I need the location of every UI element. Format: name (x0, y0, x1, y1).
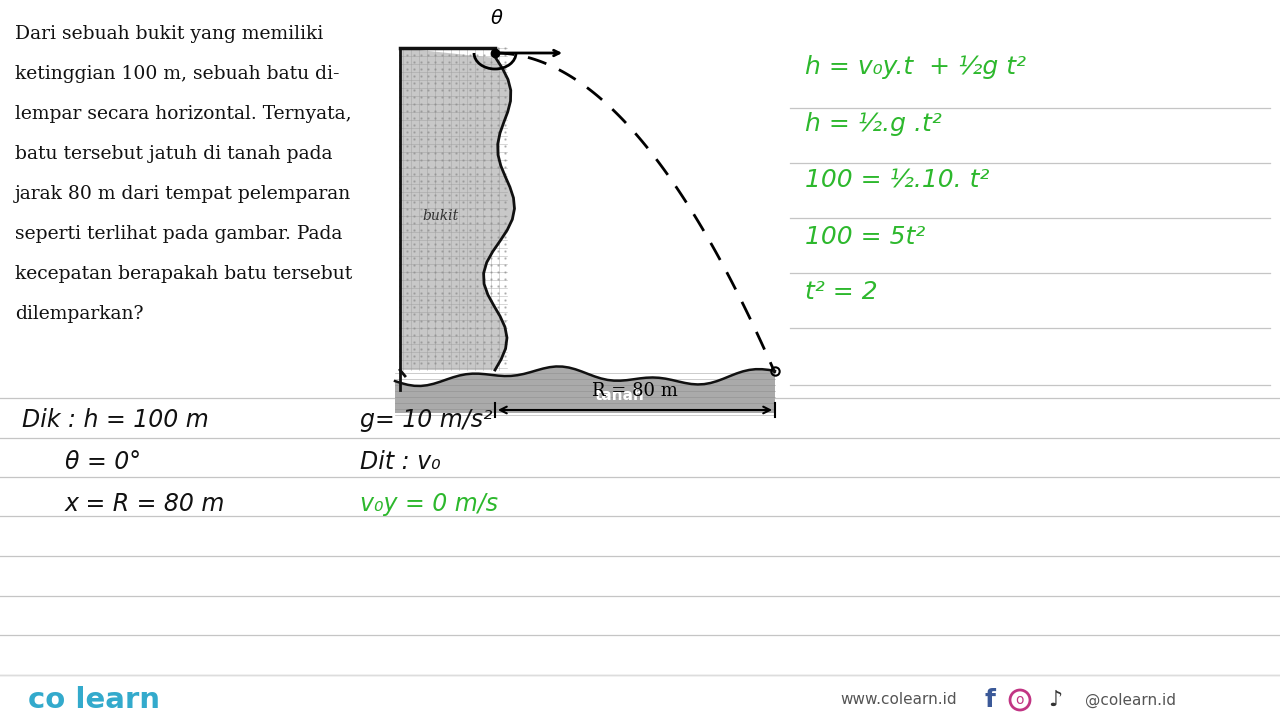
Text: seperti terlihat pada gambar. Pada: seperti terlihat pada gambar. Pada (15, 225, 342, 243)
Text: Dik : h = 100 m: Dik : h = 100 m (22, 408, 209, 432)
Text: batu tersebut jatuh di tanah pada: batu tersebut jatuh di tanah pada (15, 145, 333, 163)
Text: tanah: tanah (595, 389, 645, 403)
Text: h = v₀y.t  + ½g t²: h = v₀y.t + ½g t² (805, 55, 1027, 79)
Text: ketinggian 100 m, sebuah batu di-: ketinggian 100 m, sebuah batu di- (15, 65, 339, 83)
Text: lempar secara horizontal. Ternyata,: lempar secara horizontal. Ternyata, (15, 105, 352, 123)
Text: θ = 0°: θ = 0° (65, 450, 141, 474)
Text: co learn: co learn (28, 686, 160, 714)
Text: v₀y = 0 m/s: v₀y = 0 m/s (360, 492, 498, 516)
Text: x = R = 80 m: x = R = 80 m (65, 492, 225, 516)
Text: Dit : v₀: Dit : v₀ (360, 450, 440, 474)
Text: 100 = ½.10. t²: 100 = ½.10. t² (805, 168, 989, 192)
Text: ♪: ♪ (1048, 690, 1062, 710)
Text: www.colearn.id: www.colearn.id (840, 693, 956, 708)
Text: jarak 80 m dari tempat pelemparan: jarak 80 m dari tempat pelemparan (15, 185, 351, 203)
Text: kecepatan berapakah batu tersebut: kecepatan berapakah batu tersebut (15, 265, 352, 283)
Text: @colearn.id: @colearn.id (1085, 693, 1176, 708)
Text: bukit: bukit (422, 209, 458, 223)
Text: dilemparkan?: dilemparkan? (15, 305, 143, 323)
Text: t² = 2: t² = 2 (805, 280, 878, 304)
Text: f: f (984, 688, 996, 712)
Text: h = ½.g .t²: h = ½.g .t² (805, 112, 942, 136)
Text: g= 10 m/s²: g= 10 m/s² (360, 408, 493, 432)
Polygon shape (399, 48, 515, 370)
Polygon shape (396, 366, 774, 413)
Text: o: o (1016, 693, 1024, 707)
Text: R = 80 m: R = 80 m (593, 382, 678, 400)
Text: $\theta$: $\theta$ (490, 9, 504, 28)
Text: 100 = 5t²: 100 = 5t² (805, 225, 925, 249)
Text: Dari sebuah bukit yang memiliki: Dari sebuah bukit yang memiliki (15, 25, 324, 43)
